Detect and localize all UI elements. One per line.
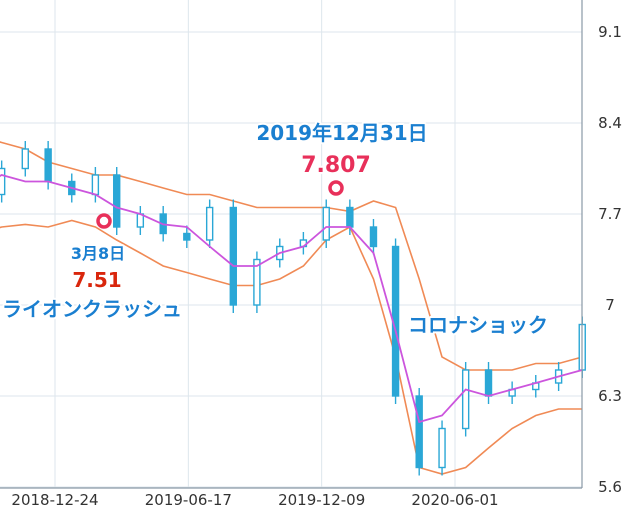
chart-annotations: 2019年12月31日 7.807 3月8日 7.51 ライオンクラッシュ コロ… xyxy=(0,119,550,339)
candle-body xyxy=(438,427,446,469)
candle xyxy=(0,160,6,203)
candle-body xyxy=(415,395,423,469)
lower-band-line xyxy=(0,219,583,475)
candle-body xyxy=(346,206,354,228)
march-low-date-label: 3月8日 xyxy=(71,244,125,263)
y-tick-label: 7 xyxy=(605,296,615,314)
y-tick-label: 7.7 xyxy=(598,205,622,223)
candle-body xyxy=(484,369,493,397)
y-tick-label: 9.1 xyxy=(598,23,622,41)
march-low-value-label: 7.51 xyxy=(72,268,121,292)
candle xyxy=(322,199,330,248)
candle xyxy=(205,199,214,248)
candle-body xyxy=(205,206,214,241)
candle-body xyxy=(21,148,29,170)
y-axis-ticks: 9.1 8.4 7.7 7 6.3 5.6 xyxy=(598,23,622,496)
chart-grid xyxy=(0,0,582,488)
candle xyxy=(415,388,423,476)
candle-body xyxy=(183,232,191,241)
dec-high-date-label: 2019年12月31日 xyxy=(256,121,427,145)
y-tick-label: 6.3 xyxy=(598,387,622,405)
chart-axes xyxy=(0,0,583,489)
candle-body xyxy=(229,206,237,306)
moving-average-line xyxy=(0,174,583,424)
candle-body xyxy=(461,369,470,430)
moving-average-path xyxy=(0,174,583,424)
x-axis-ticks: 2018-12-24 2019-06-17 2019-12-09 2020-06-01 xyxy=(11,491,498,509)
candle xyxy=(461,362,470,437)
candle xyxy=(136,206,145,235)
x-tick-label: 2019-06-17 xyxy=(145,491,232,509)
candle xyxy=(369,219,378,255)
candle xyxy=(113,167,121,235)
candle xyxy=(299,232,308,255)
candle-body xyxy=(91,174,100,196)
candle-body xyxy=(253,258,261,306)
x-tick-label: 2020-06-01 xyxy=(411,491,498,509)
candle xyxy=(183,225,191,248)
y-tick-label: 5.6 xyxy=(598,478,622,496)
candle xyxy=(532,375,540,398)
candle-body xyxy=(113,174,121,228)
corona-shock-label: コロナショック xyxy=(408,313,548,337)
dec-high-value-label: 7.807 xyxy=(301,153,371,178)
candle-body xyxy=(369,226,378,248)
candle xyxy=(253,251,261,313)
y-tick-label: 8.4 xyxy=(598,114,622,132)
dec-high-marker xyxy=(328,180,344,196)
candle-body xyxy=(0,167,6,196)
candle xyxy=(91,167,100,203)
upper-band-line xyxy=(0,141,583,371)
candle-body xyxy=(44,148,52,183)
candle xyxy=(438,420,446,476)
candle xyxy=(21,141,29,177)
candle xyxy=(484,362,493,404)
march-low-marker xyxy=(96,213,112,229)
lion-crash-label: ライオンクラッシュ xyxy=(2,297,182,321)
x-tick-label: 2019-12-09 xyxy=(278,491,365,509)
x-tick-label: 2018-12-24 xyxy=(11,491,98,509)
candle-body xyxy=(322,206,330,241)
candle xyxy=(229,199,237,313)
candle xyxy=(508,381,516,404)
bollinger-bands xyxy=(0,141,583,475)
